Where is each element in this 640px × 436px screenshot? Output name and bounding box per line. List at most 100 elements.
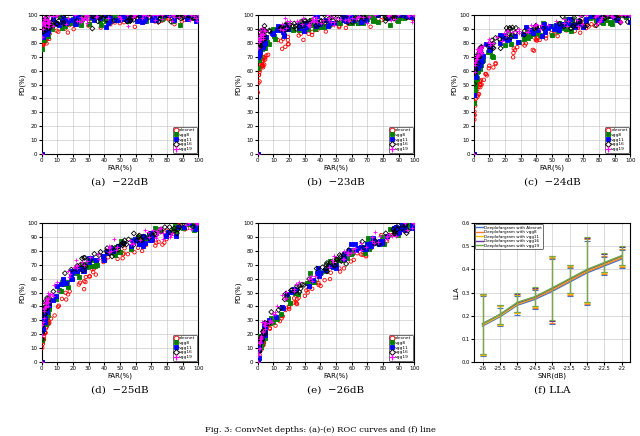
Point: [613, 15, 623, 22]
Point: [255, 335, 266, 342]
Point: [294, 23, 305, 30]
Point: [96, 16, 106, 23]
Point: [269, 35, 280, 42]
Point: [294, 24, 305, 31]
Point: [255, 34, 266, 41]
Point: [72, 262, 82, 269]
Point: [171, 232, 181, 239]
Point: [41, 35, 51, 42]
Point: [474, 48, 484, 55]
Point: [254, 345, 264, 352]
Point: [52, 283, 63, 290]
Point: [272, 315, 282, 322]
Point: [182, 225, 192, 232]
Point: [44, 304, 54, 311]
Point: [62, 278, 72, 285]
Point: [537, 24, 547, 31]
Point: [353, 20, 363, 27]
Point: [472, 47, 483, 54]
Point: [257, 335, 268, 342]
Point: [470, 65, 481, 72]
Point: [139, 233, 149, 240]
Point: [598, 12, 608, 19]
Point: [104, 242, 114, 249]
Point: [80, 12, 90, 19]
Point: [257, 31, 267, 38]
Point: [381, 236, 392, 243]
Point: [42, 35, 52, 42]
Point: [559, 20, 569, 27]
Point: [284, 26, 294, 33]
Point: [281, 26, 291, 33]
Point: [468, 150, 479, 157]
Point: [40, 329, 51, 336]
Point: [40, 318, 50, 325]
Point: [253, 51, 264, 58]
Point: [117, 239, 127, 246]
Point: [255, 339, 266, 346]
Point: [44, 21, 54, 28]
Point: [44, 24, 54, 31]
Point: [470, 58, 481, 65]
Point: [308, 276, 318, 283]
Point: [392, 12, 403, 19]
Point: [255, 41, 265, 48]
Point: [135, 14, 145, 21]
Point: [127, 247, 137, 254]
Point: [128, 14, 138, 20]
Point: [296, 18, 307, 25]
Point: [44, 320, 54, 327]
Point: [140, 18, 150, 25]
Point: [88, 13, 98, 20]
Point: [86, 14, 96, 21]
Point: [140, 240, 150, 247]
Point: [188, 222, 198, 229]
Point: [144, 231, 154, 238]
Point: [184, 220, 195, 227]
Point: [257, 318, 268, 325]
Point: [529, 47, 539, 54]
Point: [38, 304, 49, 311]
Point: [374, 232, 385, 239]
Y-axis label: PD(%): PD(%): [451, 74, 458, 95]
Point: [125, 246, 136, 253]
Point: [191, 15, 201, 22]
Point: [79, 267, 89, 274]
Point: [371, 12, 381, 19]
Point: [388, 14, 398, 20]
Point: [125, 14, 136, 20]
Point: [42, 297, 52, 304]
Point: [139, 17, 149, 24]
Point: [160, 232, 170, 239]
Point: [122, 12, 132, 19]
Point: [76, 19, 86, 26]
Point: [260, 320, 270, 327]
Point: [253, 357, 263, 364]
Point: [391, 232, 401, 238]
Point: [311, 23, 321, 30]
Point: [253, 343, 264, 350]
Point: [110, 249, 120, 256]
Point: [103, 254, 113, 261]
Point: [40, 33, 51, 40]
Point: [96, 14, 106, 20]
Point: [324, 17, 334, 24]
Point: [150, 18, 160, 25]
Point: [77, 14, 88, 20]
Point: [76, 261, 86, 268]
Point: [193, 12, 204, 19]
Point: [44, 302, 54, 309]
Point: [291, 289, 301, 296]
Point: [79, 262, 89, 269]
Point: [523, 34, 533, 41]
Point: [259, 35, 269, 42]
Point: [470, 78, 480, 85]
Point: [358, 13, 368, 20]
Point: [157, 229, 168, 236]
Point: [40, 32, 51, 39]
Point: [609, 14, 619, 20]
Point: [87, 266, 97, 273]
Y-axis label: PD(%): PD(%): [19, 74, 26, 95]
Point: [474, 52, 484, 59]
Point: [372, 238, 383, 245]
